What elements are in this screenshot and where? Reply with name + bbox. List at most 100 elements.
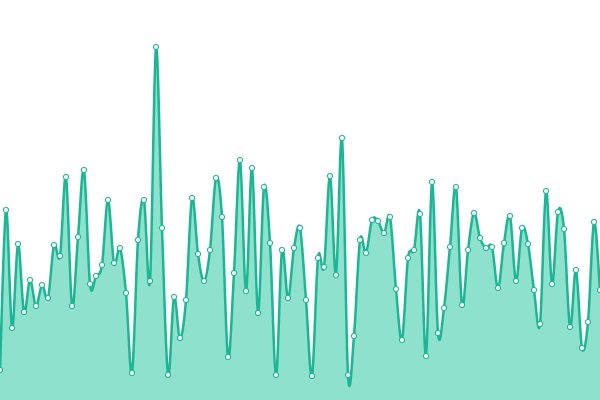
point — [494, 284, 502, 292]
point — [428, 178, 436, 186]
point — [578, 344, 586, 352]
point — [8, 324, 16, 332]
point — [464, 246, 472, 254]
point — [332, 271, 340, 279]
point — [572, 266, 580, 274]
point — [434, 329, 442, 337]
point — [542, 187, 550, 195]
point — [176, 334, 184, 342]
point — [74, 233, 82, 241]
point — [140, 196, 148, 204]
point — [566, 323, 574, 331]
point — [392, 285, 400, 293]
point — [314, 254, 322, 262]
point — [560, 225, 568, 233]
point — [242, 287, 250, 295]
point — [374, 217, 382, 225]
point — [182, 296, 190, 304]
point — [506, 212, 514, 220]
point — [188, 194, 196, 202]
point — [410, 246, 418, 254]
point — [452, 183, 460, 191]
point — [104, 196, 112, 204]
point — [224, 353, 232, 361]
point — [200, 277, 208, 285]
point — [80, 166, 88, 174]
point — [56, 252, 64, 260]
point — [536, 320, 544, 328]
area — [0, 46, 600, 400]
point — [380, 229, 388, 237]
point — [152, 43, 160, 51]
point — [296, 224, 304, 232]
point — [440, 304, 448, 312]
point — [134, 236, 142, 244]
point — [68, 302, 76, 310]
point — [548, 280, 556, 288]
point — [422, 352, 430, 360]
point — [500, 239, 508, 247]
point — [260, 183, 268, 191]
point — [248, 164, 256, 172]
point — [0, 366, 4, 374]
point — [272, 371, 280, 379]
point — [302, 296, 310, 304]
point — [386, 213, 394, 221]
point — [476, 234, 484, 242]
point — [206, 246, 214, 254]
point — [368, 216, 376, 224]
point — [38, 281, 46, 289]
point — [122, 289, 130, 297]
point — [350, 332, 358, 340]
point — [98, 261, 106, 269]
point — [2, 206, 10, 214]
point — [254, 309, 262, 317]
point — [278, 246, 286, 254]
point — [338, 134, 346, 142]
point — [404, 254, 412, 262]
point — [194, 250, 202, 258]
point — [92, 272, 100, 280]
point — [362, 249, 370, 257]
point — [236, 156, 244, 164]
point — [398, 336, 406, 344]
point — [458, 301, 466, 309]
point — [446, 243, 454, 251]
point — [212, 174, 220, 182]
point — [326, 172, 334, 180]
point — [320, 263, 328, 271]
point — [344, 371, 352, 379]
point — [266, 239, 274, 247]
point — [482, 244, 490, 252]
point — [20, 308, 28, 316]
point — [26, 276, 34, 284]
point — [308, 372, 316, 380]
point — [284, 294, 292, 302]
point — [116, 244, 124, 252]
point — [470, 209, 478, 217]
point — [86, 280, 94, 288]
point — [524, 240, 532, 248]
point — [356, 236, 364, 244]
point — [110, 259, 118, 267]
point — [32, 302, 40, 310]
point — [584, 318, 592, 326]
point — [290, 244, 298, 252]
point — [44, 294, 52, 302]
point — [416, 210, 424, 218]
point — [488, 243, 496, 251]
point — [62, 173, 70, 181]
point — [50, 241, 58, 249]
point — [164, 371, 172, 379]
point — [590, 218, 598, 226]
point — [218, 213, 226, 221]
point — [128, 369, 136, 377]
point — [554, 208, 562, 216]
point — [518, 224, 526, 232]
point — [146, 277, 154, 285]
point — [230, 269, 238, 277]
point — [170, 293, 178, 301]
point — [512, 277, 520, 285]
